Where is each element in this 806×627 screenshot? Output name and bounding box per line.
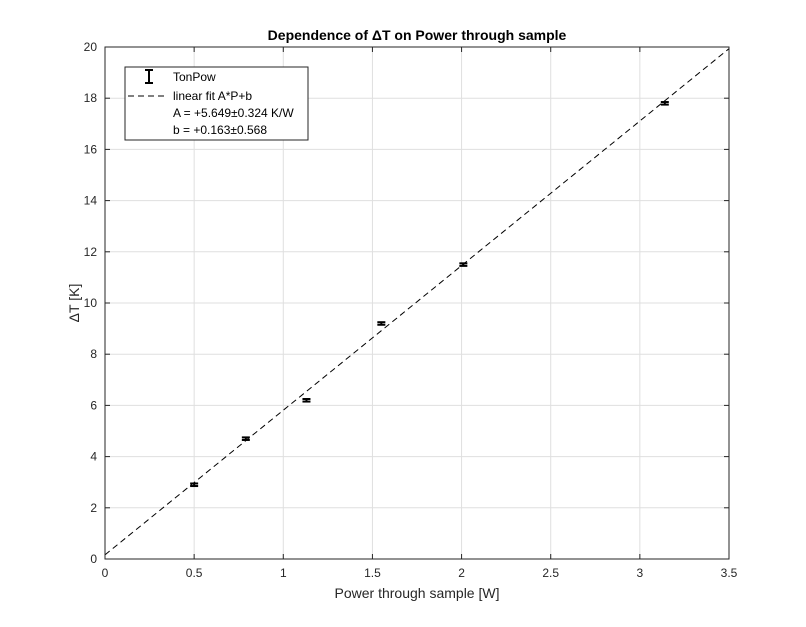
x-tick-label: 3 [637, 566, 644, 580]
y-tick-label: 10 [84, 296, 98, 310]
y-tick-label: 8 [90, 347, 97, 361]
y-tick-label: 4 [90, 450, 97, 464]
data-point-errorbar [459, 262, 468, 267]
legend-box [124, 66, 309, 141]
y-tick-label: 0 [90, 552, 97, 566]
x-tick-label: 0 [102, 566, 109, 580]
data-point-errorbar [302, 398, 311, 403]
y-tick-label: 18 [84, 91, 98, 105]
legend-entry-fit: linear fit A*P+b [173, 89, 252, 103]
y-tick-label: 6 [90, 398, 97, 412]
x-tick-label: 0.5 [186, 566, 203, 580]
x-axis-ticks: 0 0.5 1 1.5 2 2.5 3 3.5 [102, 47, 738, 580]
y-axis-label: ΔT [K] [66, 284, 82, 323]
fit-line [104, 48, 730, 556]
x-tick-label: 1 [280, 566, 287, 580]
x-axis-label: Power through sample [W] [335, 585, 500, 601]
data-point-errorbar [190, 482, 199, 488]
legend-intercept-text: b = +0.163±0.568 [173, 123, 267, 137]
y-tick-label: 20 [84, 40, 98, 54]
legend-errorbar-icon [145, 69, 153, 84]
y-tick-label: 14 [84, 194, 98, 208]
y-tick-label: 12 [84, 245, 98, 259]
fit-line-layer [104, 48, 730, 556]
y-tick-label: 2 [90, 501, 97, 515]
x-tick-label: 2.5 [542, 566, 559, 580]
data-point-errorbar [377, 321, 386, 326]
legend-slope-text: A = +5.649±0.324 K/W [173, 106, 294, 120]
x-tick-label: 1.5 [364, 566, 381, 580]
y-tick-label: 16 [84, 142, 98, 156]
y-axis-ticks: 0 2 4 6 8 10 12 14 16 18 20 [84, 40, 729, 566]
legend: TonPow linear fit A*P+b A = +5.649±0.324… [124, 66, 309, 141]
legend-entry-tonpow: TonPow [173, 70, 216, 84]
data-point-errorbar [241, 436, 250, 441]
data-points-layer [190, 101, 669, 488]
x-tick-label: 2 [458, 566, 465, 580]
data-point-errorbar [660, 101, 669, 106]
x-tick-label: 3.5 [721, 566, 738, 580]
chart-title: Dependence of ΔT on Power through sample [268, 27, 567, 43]
